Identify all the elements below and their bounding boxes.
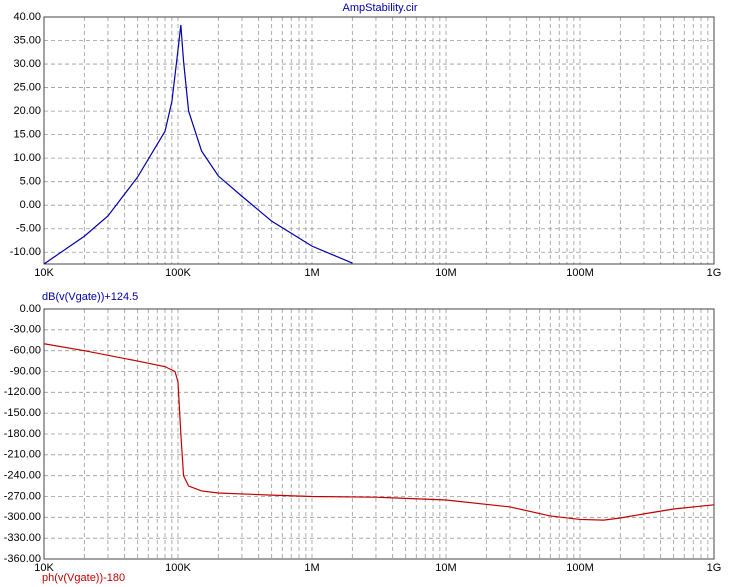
plot-frame [43,16,715,265]
y-tick-label: 0.00 [20,199,41,211]
y-tick-label: -120.00 [4,386,41,398]
y-tick-label: -30.00 [10,324,41,336]
x-tick-label: 100M [566,267,594,279]
y-tick-label: 40.00 [13,11,41,23]
y-tick-label: -270.00 [4,490,41,502]
x-tick-label: 10M [435,562,456,574]
x-tick-label: 100K [165,267,191,279]
plot-frame [43,308,715,560]
trace-label: ph(v(Vgate))-180 [42,572,125,584]
y-tick-label: -180.00 [4,428,41,440]
chart-title: AmpStability.cir [343,2,418,14]
y-tick-label: 10.00 [13,152,41,164]
y-tick-label: -300.00 [4,511,41,523]
x-tick-label: 1G [707,267,722,279]
y-tick-label: 35.00 [13,34,41,46]
y-tick-label: -360.00 [4,553,41,565]
y-tick-label: 0.00 [20,303,41,315]
data-line [44,343,714,521]
x-tick-label: 10K [34,267,54,279]
y-tick-label: -90.00 [10,365,41,377]
y-tick-label: 15.00 [13,129,41,141]
y-tick-label: -150.00 [4,407,41,419]
y-tick-label: -5.00 [16,223,41,235]
x-tick-label: 100K [165,562,191,574]
x-tick-label: 10K [34,562,54,574]
y-tick-label: 5.00 [20,176,41,188]
y-tick-label: -240.00 [4,470,41,482]
y-tick-label: 20.00 [13,105,41,117]
x-tick-label: 1M [304,267,319,279]
y-tick-label: -10.00 [10,246,41,258]
y-tick-label: -60.00 [10,345,41,357]
x-tick-label: 10M [435,267,456,279]
x-tick-label: 100M [566,562,594,574]
trace-label: dB(v(Vgate))+124.5 [42,291,138,303]
data-line [44,24,353,264]
x-tick-label: 1M [304,562,319,574]
x-tick-label: 1G [707,562,722,574]
y-tick-label: -330.00 [4,532,41,544]
y-tick-label: -210.00 [4,449,41,461]
y-tick-label: 25.00 [13,81,41,93]
y-tick-label: 30.00 [13,58,41,70]
